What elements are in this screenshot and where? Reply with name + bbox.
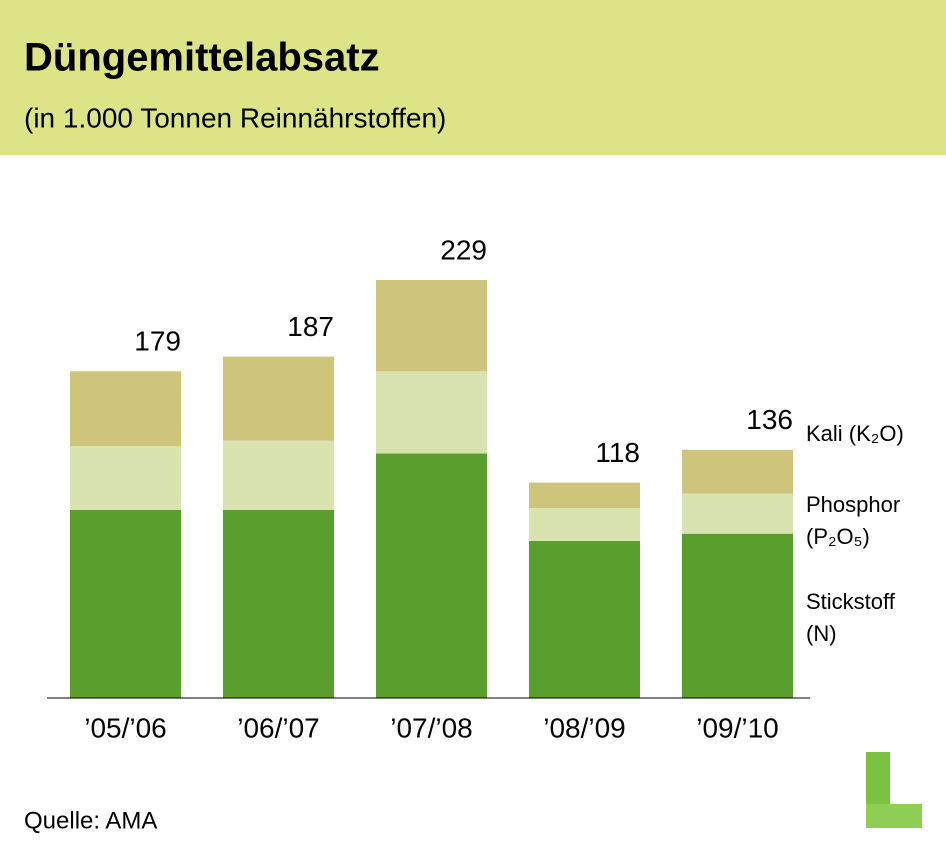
x-tick-label: ’05/’06 (84, 712, 167, 743)
legend-entry: Kali (K₂O) (806, 421, 904, 446)
bar-segment (376, 371, 487, 454)
source: Quelle: AMA (24, 807, 157, 834)
bar-segment (376, 453, 487, 698)
total-label: 229 (440, 234, 487, 265)
bar-segment (682, 449, 793, 494)
header-band (0, 0, 946, 155)
bar-segment (223, 356, 334, 441)
legend-entry: Stickstoff (N) (806, 589, 895, 646)
bar-segment (223, 509, 334, 698)
total-label: 136 (746, 404, 793, 435)
x-tick-label: ’06/’07 (237, 712, 320, 743)
total-label: 118 (595, 437, 640, 468)
legend-entry: Phosphor (P₂O₅) (806, 492, 901, 549)
x-tick-label: ’07/’08 (390, 712, 473, 743)
bar-segment (70, 371, 181, 447)
bar-segment (223, 440, 334, 510)
bar-segment (529, 508, 640, 542)
logo (866, 752, 922, 828)
bar-segment (376, 280, 487, 372)
bar-segment (70, 509, 181, 698)
chart-title: Düngemittelabsatz (24, 36, 380, 80)
bar-segment (70, 446, 181, 510)
chart-subtitle: (in 1.000 Tonnen Reinnährstoffen) (24, 102, 446, 133)
bar-segment (529, 541, 640, 698)
bar-segment (529, 482, 640, 509)
bar-segment (682, 533, 793, 698)
total-label: 187 (287, 311, 334, 342)
bar-segment (682, 493, 793, 534)
x-tick-label: ’08/’09 (543, 712, 626, 743)
x-tick-label: ’09/’10 (696, 712, 779, 743)
total-label: 179 (134, 326, 181, 357)
